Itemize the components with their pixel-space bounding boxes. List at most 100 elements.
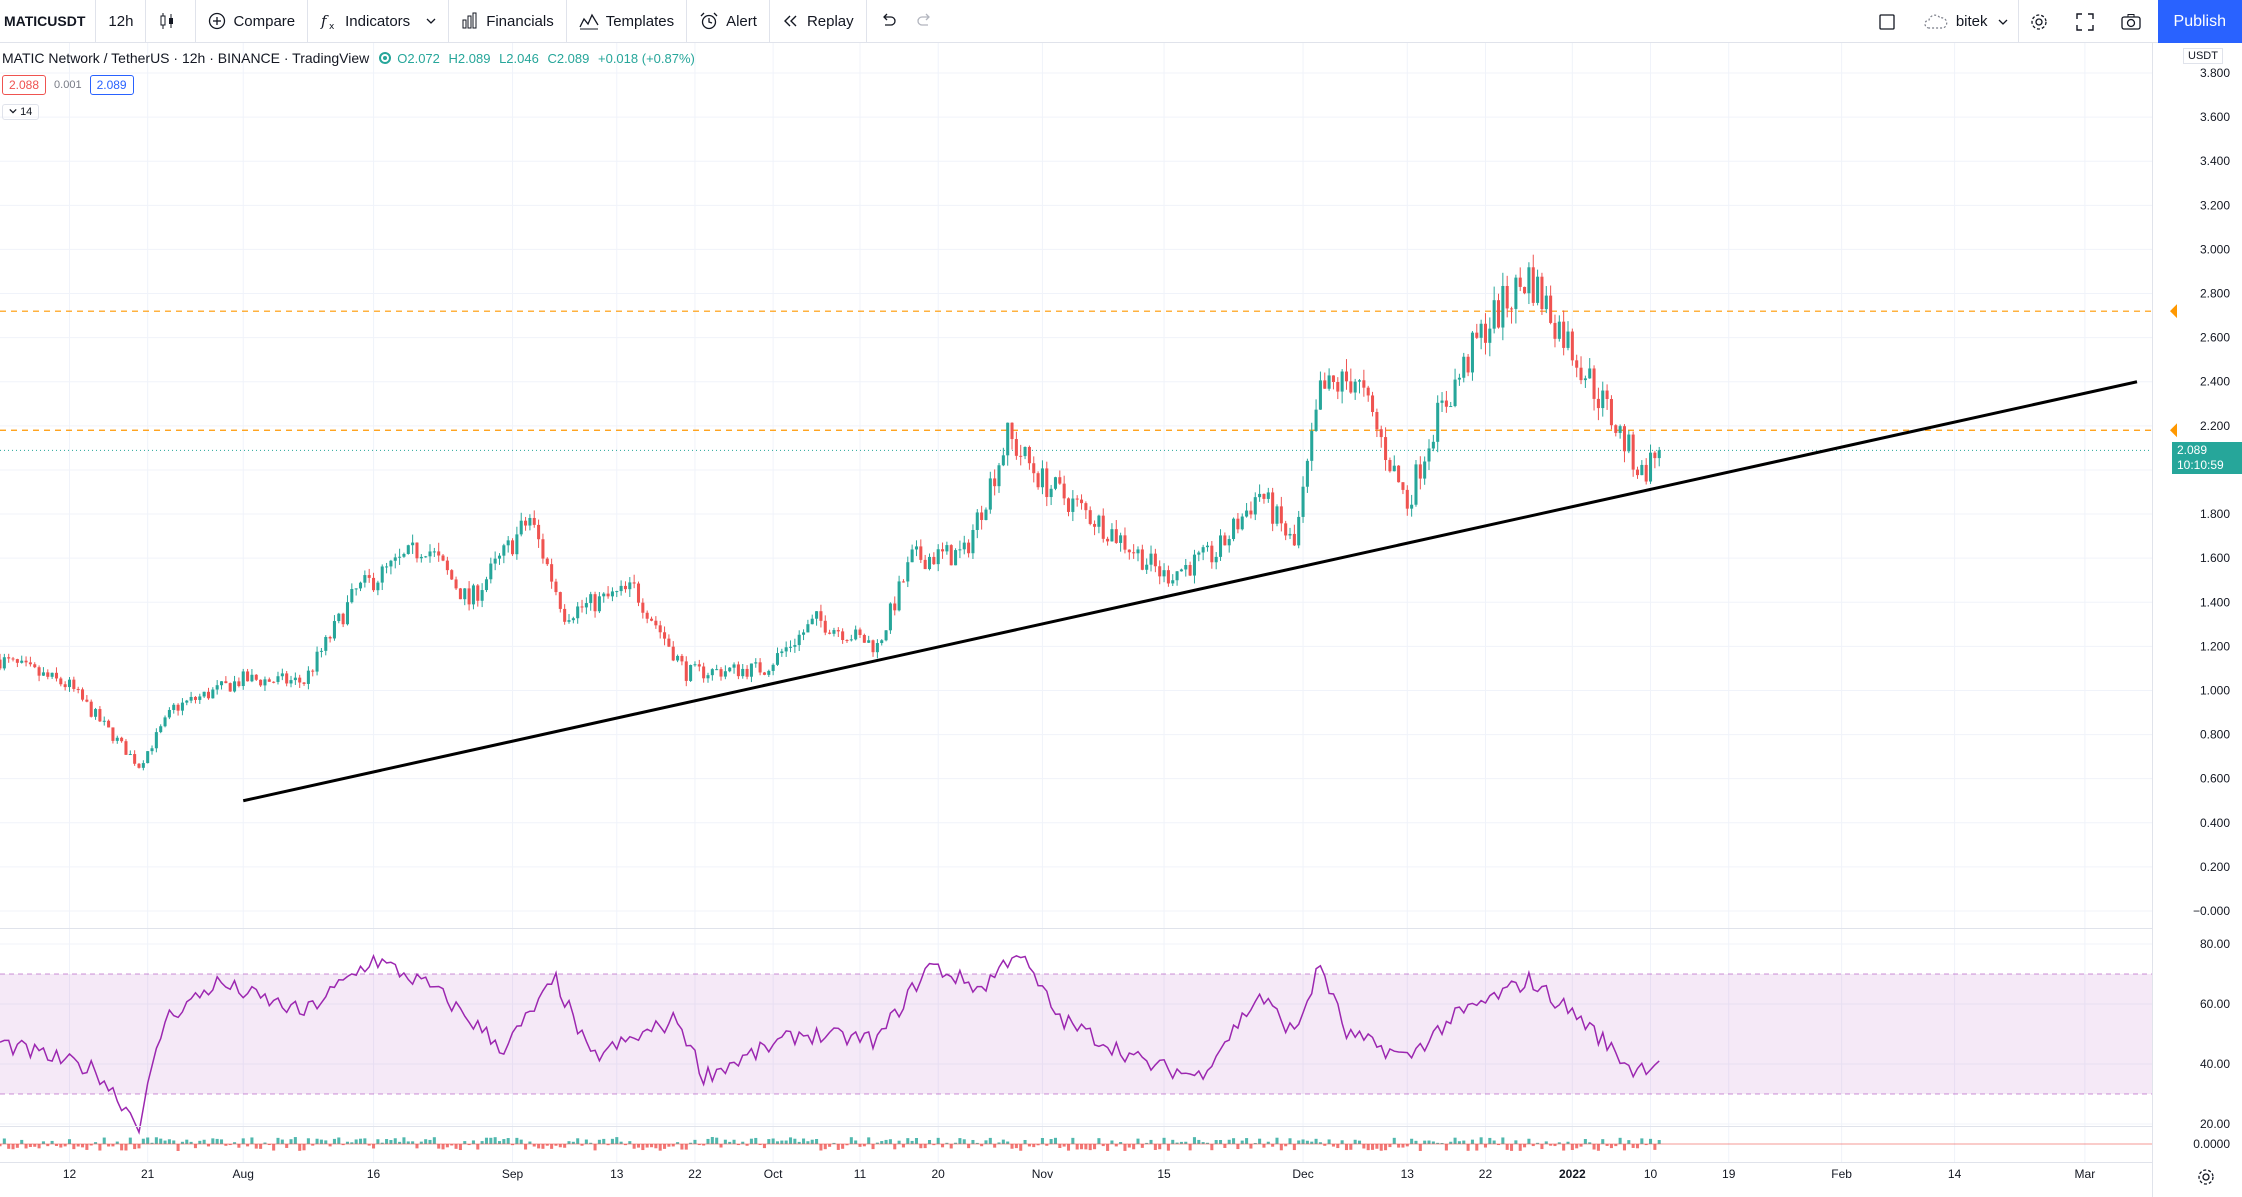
volume-bar bbox=[419, 1141, 423, 1144]
volume-bar bbox=[797, 1141, 801, 1144]
volume-bar bbox=[1001, 1139, 1005, 1144]
candle-body bbox=[1314, 409, 1318, 432]
volume-bar bbox=[1331, 1144, 1335, 1147]
currency-label[interactable]: USDT bbox=[2183, 48, 2223, 64]
candle-body bbox=[576, 606, 580, 619]
templates-button[interactable]: Templates bbox=[567, 0, 688, 43]
gear-icon[interactable] bbox=[2196, 1167, 2216, 1187]
candle-body bbox=[285, 673, 289, 684]
fullscreen-button[interactable] bbox=[2066, 0, 2111, 43]
volume-bar bbox=[1245, 1138, 1249, 1144]
candle-body bbox=[971, 529, 975, 554]
candle-body bbox=[393, 557, 397, 561]
sell-button[interactable]: 2.088 bbox=[2, 75, 47, 95]
price-axis[interactable] bbox=[2152, 43, 2242, 1197]
candle-body bbox=[28, 662, 32, 665]
templates-icon bbox=[579, 13, 599, 30]
volume-bar bbox=[1049, 1139, 1053, 1144]
publish-button[interactable]: Publish bbox=[2157, 0, 2242, 43]
volume-bar bbox=[1653, 1144, 1657, 1150]
volume-bar bbox=[849, 1137, 853, 1144]
candle-body bbox=[350, 588, 354, 603]
volume-bar bbox=[1262, 1144, 1266, 1148]
volume-bar bbox=[858, 1144, 862, 1147]
candle-body bbox=[810, 618, 814, 625]
symbol-search[interactable]: MATICUSDT bbox=[0, 0, 97, 43]
volume-bar bbox=[1153, 1144, 1157, 1150]
volume-bar bbox=[128, 1137, 132, 1144]
snapshot-button[interactable] bbox=[2111, 0, 2158, 43]
volume-bar bbox=[593, 1144, 597, 1151]
alert-button[interactable]: Alert bbox=[687, 0, 770, 43]
volume-bar bbox=[224, 1144, 228, 1146]
candle-body bbox=[276, 676, 280, 682]
replay-button[interactable]: Replay bbox=[770, 0, 867, 43]
buy-button[interactable]: 2.089 bbox=[89, 75, 134, 95]
volume-bar bbox=[94, 1142, 98, 1144]
candle-body bbox=[85, 699, 89, 702]
candle-body bbox=[1605, 390, 1609, 399]
volume-bar bbox=[89, 1144, 93, 1146]
candle-body bbox=[1323, 380, 1327, 389]
candle-body bbox=[11, 658, 15, 660]
candle-body bbox=[272, 681, 276, 683]
undo-button[interactable] bbox=[867, 0, 910, 43]
volume-bar bbox=[1219, 1140, 1223, 1144]
settings-button[interactable] bbox=[2017, 0, 2066, 43]
candle-body bbox=[949, 545, 953, 566]
candle-body bbox=[1305, 460, 1309, 487]
candle-body bbox=[936, 549, 940, 565]
candle-body bbox=[1401, 482, 1405, 490]
volume-bar bbox=[50, 1140, 54, 1144]
indicators-collapse-button[interactable]: 14 bbox=[2, 104, 40, 120]
financials-button[interactable]: Financials bbox=[449, 0, 567, 43]
candle-body bbox=[1492, 300, 1496, 329]
candle-body bbox=[1032, 463, 1036, 474]
last-price-tag: 2.089 10:10:59 bbox=[2172, 442, 2242, 474]
candle-body bbox=[563, 608, 567, 622]
candle-body bbox=[1040, 468, 1044, 488]
candle-body bbox=[554, 581, 558, 593]
candle-body bbox=[815, 611, 819, 619]
volume-bar bbox=[910, 1140, 914, 1144]
volume-bar bbox=[1192, 1137, 1196, 1144]
volume-bar bbox=[497, 1141, 502, 1144]
interval-button[interactable]: 12h bbox=[96, 0, 147, 43]
pane-separator[interactable] bbox=[0, 928, 2152, 929]
volume-bar bbox=[1414, 1140, 1418, 1144]
candle-body bbox=[1466, 356, 1470, 373]
volume-bar bbox=[33, 1144, 37, 1147]
candle-body bbox=[2, 657, 6, 669]
time-axis[interactable] bbox=[0, 1162, 2152, 1197]
volume-bar bbox=[767, 1139, 771, 1144]
layout-select-button[interactable] bbox=[1868, 0, 1913, 43]
volume-bar bbox=[537, 1144, 541, 1149]
compare-button[interactable]: Compare bbox=[196, 0, 309, 43]
candle-body bbox=[502, 545, 506, 556]
volume-bar bbox=[988, 1137, 992, 1144]
volume-bar bbox=[163, 1140, 167, 1144]
symbol-title[interactable]: MATIC Network / TetherUS · 12h · BINANCE… bbox=[2, 50, 370, 66]
square-icon bbox=[1879, 13, 1895, 30]
volume-bar bbox=[1553, 1144, 1557, 1147]
candle-body bbox=[628, 582, 632, 590]
candle-body bbox=[441, 555, 445, 561]
volume-bar bbox=[289, 1139, 293, 1144]
redo-button[interactable] bbox=[910, 0, 947, 43]
candle-body bbox=[1093, 523, 1097, 527]
volume-bar bbox=[1357, 1140, 1362, 1144]
candle-body bbox=[906, 562, 910, 582]
volume-bar bbox=[524, 1144, 528, 1150]
pane-separator[interactable] bbox=[0, 1126, 2152, 1127]
bar-countdown: 10:10:59 bbox=[2177, 458, 2224, 472]
candle-body bbox=[532, 517, 536, 525]
chart-type-button[interactable] bbox=[146, 0, 197, 43]
layout-name-button[interactable]: bitek bbox=[1913, 0, 2018, 43]
candles bbox=[0, 254, 1661, 771]
volume-bar bbox=[432, 1137, 436, 1144]
candle-body bbox=[1601, 390, 1605, 409]
candle-body bbox=[1136, 549, 1140, 554]
alert-label: Alert bbox=[726, 12, 757, 30]
